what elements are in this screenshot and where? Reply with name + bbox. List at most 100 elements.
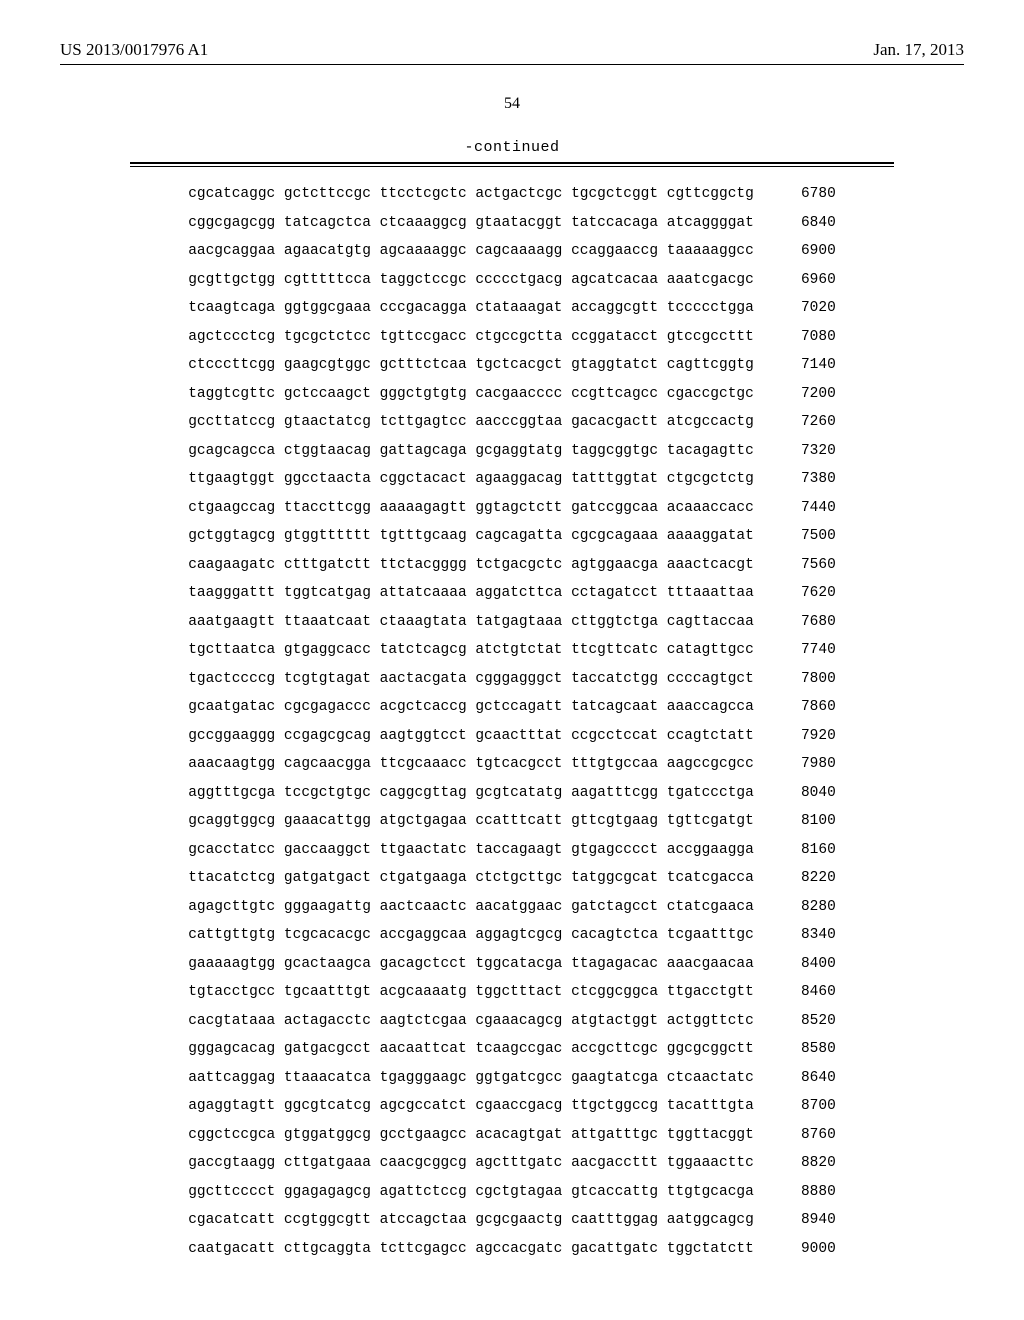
sequence-position: 7620 [786, 586, 836, 601]
sequence-line: cgcatcaggc gctcttccgc ttcctcgctc actgact… [188, 187, 836, 202]
sequence-position: 6780 [786, 187, 836, 202]
sequence-groups: ttacatctcg gatgatgact ctgatgaaga ctctgct… [188, 871, 754, 886]
sequence-line: cattgttgtg tcgcacacgc accgaggcaa aggagtc… [188, 928, 836, 943]
sequence-line: taagggattt tggtcatgag attatcaaaa aggatct… [188, 586, 836, 601]
sequence-line: taggtcgttc gctccaagct gggctgtgtg cacgaac… [188, 387, 836, 402]
double-rule-bottom [130, 166, 894, 167]
sequence-position: 8340 [786, 928, 836, 943]
sequence-groups: ctgaagccag ttaccttcgg aaaaagagtt ggtagct… [188, 501, 754, 516]
sequence-groups: cgacatcatt ccgtggcgtt atccagctaa gcgcgaa… [188, 1213, 754, 1228]
sequence-groups: gcacctatcc gaccaaggct ttgaactatc taccaga… [188, 843, 754, 858]
sequence-line: tgcttaatca gtgaggcacc tatctcagcg atctgtc… [188, 643, 836, 658]
sequence-groups: aattcaggag ttaaacatca tgagggaagc ggtgatc… [188, 1071, 754, 1086]
sequence-groups: gccggaaggg ccgagcgcag aagtggtcct gcaactt… [188, 729, 754, 744]
sequence-groups: caagaagatc ctttgatctt ttctacgggg tctgacg… [188, 558, 754, 573]
sequence-position: 7080 [786, 330, 836, 345]
sequence-position: 7860 [786, 700, 836, 715]
sequence-groups: gcgttgctgg cgtttttcca taggctccgc ccccctg… [188, 273, 754, 288]
continued-label-wrap: -continued [60, 138, 964, 156]
sequence-line: agagcttgtc gggaagattg aactcaactc aacatgg… [188, 900, 836, 915]
sequence-groups: aacgcaggaa agaacatgtg agcaaaaggc cagcaaa… [188, 244, 754, 259]
sequence-groups: cggcgagcgg tatcagctca ctcaaaggcg gtaatac… [188, 216, 754, 231]
sequence-position: 6960 [786, 273, 836, 288]
sequence-groups: taggtcgttc gctccaagct gggctgtgtg cacgaac… [188, 387, 754, 402]
sequence-position: 7140 [786, 358, 836, 373]
sequence-position: 8100 [786, 814, 836, 829]
sequence-groups: gaccgtaagg cttgatgaaa caacgcggcg agctttg… [188, 1156, 754, 1171]
sequence-position: 7740 [786, 643, 836, 658]
sequence-groups: cacgtataaa actagacctc aagtctcgaa cgaaaca… [188, 1014, 754, 1029]
sequence-position: 7380 [786, 472, 836, 487]
sequence-position: 6900 [786, 244, 836, 259]
sequence-position: 8580 [786, 1042, 836, 1057]
sequence-line: gaaaaagtgg gcactaagca gacagctcct tggcata… [188, 957, 836, 972]
sequence-line: cgacatcatt ccgtggcgtt atccagctaa gcgcgaa… [188, 1213, 836, 1228]
sequence-position: 8400 [786, 957, 836, 972]
sequence-groups: gggagcacag gatgacgcct aacaattcat tcaagcc… [188, 1042, 754, 1057]
sequence-position: 6840 [786, 216, 836, 231]
sequence-line: gcagcagcca ctggtaacag gattagcaga gcgaggt… [188, 444, 836, 459]
sequence-position: 8460 [786, 985, 836, 1000]
sequence-position: 7260 [786, 415, 836, 430]
double-rule-top [130, 162, 894, 164]
sequence-groups: aaacaagtgg cagcaacgga ttcgcaaacc tgtcacg… [188, 757, 754, 772]
page-number: 54 [60, 95, 964, 113]
sequence-position: 7980 [786, 757, 836, 772]
sequence-groups: gctggtagcg gtggtttttt tgtttgcaag cagcaga… [188, 529, 754, 544]
sequence-groups: ggcttcccct ggagagagcg agattctccg cgctgta… [188, 1185, 754, 1200]
sequence-groups: tgtacctgcc tgcaatttgt acgcaaaatg tggcttt… [188, 985, 754, 1000]
sequence-line: gcgttgctgg cgtttttcca taggctccgc ccccctg… [188, 273, 836, 288]
sequence-groups: taagggattt tggtcatgag attatcaaaa aggatct… [188, 586, 754, 601]
sequence-line: aggtttgcga tccgctgtgc caggcgttag gcgtcat… [188, 786, 836, 801]
sequence-groups: tgactccccg tcgtgtagat aactacgata cgggagg… [188, 672, 754, 687]
sequence-position: 8040 [786, 786, 836, 801]
sequence-line: gccttatccg gtaactatcg tcttgagtcc aacccgg… [188, 415, 836, 430]
sequence-line: ctgaagccag ttaccttcgg aaaaagagtt ggtagct… [188, 501, 836, 516]
sequence-position: 7920 [786, 729, 836, 744]
sequence-groups: cgcatcaggc gctcttccgc ttcctcgctc actgact… [188, 187, 754, 202]
sequence-line: gaccgtaagg cttgatgaaa caacgcggcg agctttg… [188, 1156, 836, 1171]
sequence-groups: gaaaaagtgg gcactaagca gacagctcct tggcata… [188, 957, 754, 972]
sequence-line: tgtacctgcc tgcaatttgt acgcaaaatg tggcttt… [188, 985, 836, 1000]
publication-date: Jan. 17, 2013 [873, 40, 964, 60]
sequence-position: 8760 [786, 1128, 836, 1143]
sequence-groups: gccttatccg gtaactatcg tcttgagtcc aacccgg… [188, 415, 754, 430]
sequence-line: ggcttcccct ggagagagcg agattctccg cgctgta… [188, 1185, 836, 1200]
sequence-line: ctcccttcgg gaagcgtggc gctttctcaa tgctcac… [188, 358, 836, 373]
sequence-groups: aaatgaagtt ttaaatcaat ctaaagtata tatgagt… [188, 615, 754, 630]
sequence-listing: cgcatcaggc gctcttccgc ttcctcgctc actgact… [188, 187, 836, 1256]
sequence-line: tcaagtcaga ggtggcgaaa cccgacagga ctataaa… [188, 301, 836, 316]
sequence-line: aaatgaagtt ttaaatcaat ctaaagtata tatgagt… [188, 615, 836, 630]
header-rule [60, 64, 964, 65]
sequence-groups: agctccctcg tgcgctctcc tgttccgacc ctgccgc… [188, 330, 754, 345]
sequence-groups: tgcttaatca gtgaggcacc tatctcagcg atctgtc… [188, 643, 754, 658]
sequence-groups: ctcccttcgg gaagcgtggc gctttctcaa tgctcac… [188, 358, 754, 373]
sequence-line: cggctccgca gtggatggcg gcctgaagcc acacagt… [188, 1128, 836, 1143]
sequence-line: gccggaaggg ccgagcgcag aagtggtcct gcaactt… [188, 729, 836, 744]
sequence-groups: agaggtagtt ggcgtcatcg agcgccatct cgaaccg… [188, 1099, 754, 1114]
sequence-position: 7320 [786, 444, 836, 459]
sequence-position: 7800 [786, 672, 836, 687]
sequence-groups: gcaggtggcg gaaacattgg atgctgagaa ccatttc… [188, 814, 754, 829]
sequence-line: caatgacatt cttgcaggta tcttcgagcc agccacg… [188, 1242, 836, 1257]
sequence-position: 8640 [786, 1071, 836, 1086]
sequence-line: ttgaagtggt ggcctaacta cggctacact agaagga… [188, 472, 836, 487]
sequence-line: aattcaggag ttaaacatca tgagggaagc ggtgatc… [188, 1071, 836, 1086]
sequence-groups: agagcttgtc gggaagattg aactcaactc aacatgg… [188, 900, 754, 915]
sequence-groups: cggctccgca gtggatggcg gcctgaagcc acacagt… [188, 1128, 754, 1143]
sequence-line: agaggtagtt ggcgtcatcg agcgccatct cgaaccg… [188, 1099, 836, 1114]
sequence-position: 8880 [786, 1185, 836, 1200]
double-rule [130, 162, 894, 167]
sequence-position: 8520 [786, 1014, 836, 1029]
sequence-position: 8280 [786, 900, 836, 915]
sequence-position: 7200 [786, 387, 836, 402]
sequence-groups: gcaatgatac cgcgagaccc acgctcaccg gctccag… [188, 700, 754, 715]
sequence-groups: gcagcagcca ctggtaacag gattagcaga gcgaggt… [188, 444, 754, 459]
sequence-line: cggcgagcgg tatcagctca ctcaaaggcg gtaatac… [188, 216, 836, 231]
sequence-line: caagaagatc ctttgatctt ttctacgggg tctgacg… [188, 558, 836, 573]
sequence-position: 9000 [786, 1242, 836, 1257]
sequence-position: 8820 [786, 1156, 836, 1171]
sequence-line: aaacaagtgg cagcaacgga ttcgcaaacc tgtcacg… [188, 757, 836, 772]
sequence-line: aacgcaggaa agaacatgtg agcaaaaggc cagcaaa… [188, 244, 836, 259]
sequence-groups: caatgacatt cttgcaggta tcttcgagcc agccacg… [188, 1242, 754, 1257]
